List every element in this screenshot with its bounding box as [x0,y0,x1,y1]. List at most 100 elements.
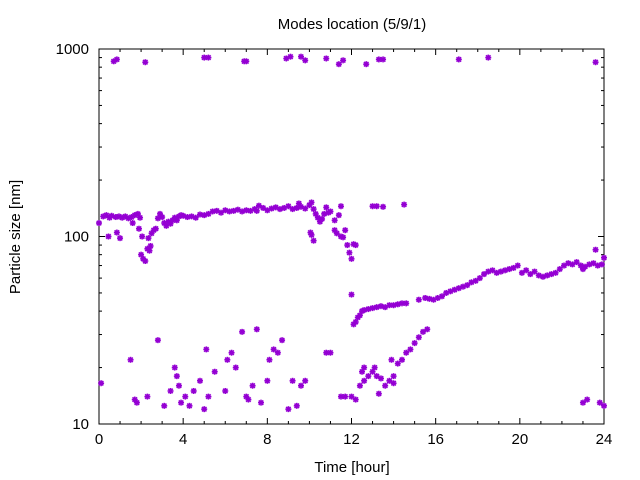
data-point [139,233,146,240]
data-point [184,214,191,221]
data-point [411,340,418,347]
data-point [205,210,212,217]
data-point [420,328,427,335]
data-point [113,56,120,63]
data-point [476,275,483,282]
x-axis-title: Time [hour] [314,459,389,476]
data-point [415,334,422,341]
data-point [407,346,414,353]
data-point [375,56,382,63]
data-point [348,393,355,400]
data-point [438,293,445,300]
data-point [472,277,479,284]
data-point [105,233,112,240]
data-point [253,207,260,214]
data-point [403,300,410,307]
data-point [274,349,281,356]
data-point [380,56,387,63]
y-tick-label: 10 [72,416,89,433]
data-point [601,402,607,409]
data-point [205,54,212,61]
x-tick-label: 24 [596,431,613,448]
data-point [377,375,384,382]
data-point [386,377,393,384]
data-point [260,204,267,211]
data-point [232,364,239,371]
data-point [161,402,168,409]
data-point [592,59,599,66]
data-point [523,267,530,274]
data-point [455,56,462,63]
data-point [348,291,355,298]
data-point [167,387,174,394]
data-point [518,269,525,276]
data-point [287,53,294,60]
data-point [424,326,431,333]
data-point [340,57,347,64]
data-point [592,246,599,253]
data-point [96,220,102,227]
data-point [352,396,359,403]
data-point [348,255,355,262]
data-point [464,282,471,289]
data-point [561,262,568,269]
data-point [228,349,235,356]
chart-title: Modes location (5/9/1) [278,16,426,33]
data-point [323,55,330,62]
data-point [394,360,401,367]
data-point [142,59,149,66]
x-tick-label: 4 [179,431,187,448]
data-point [361,364,368,371]
data-point [361,377,368,384]
data-point [556,266,563,273]
data-point [190,387,197,394]
x-axis: 0 4 8 12 16 20 24 [95,49,613,448]
data-point [145,235,152,242]
data-point [224,356,231,363]
data-point [253,326,260,333]
data-point [342,393,349,400]
data-point [302,377,309,384]
data-point [211,368,218,375]
data-point [327,349,334,356]
data-point [514,262,521,269]
data-point [346,249,353,256]
data-point [147,242,154,249]
data-point [129,220,136,227]
data-point [365,373,372,380]
data-point [142,258,149,265]
data-point [373,203,380,210]
data-point [579,266,586,273]
data-point [344,242,351,249]
data-point [289,377,296,384]
data-point [363,61,370,68]
data-point [279,337,286,344]
data-point [270,346,277,353]
data-point [342,227,349,234]
data-point [186,402,193,409]
data-point [573,259,580,266]
data-point [302,205,309,212]
data-point [352,318,359,325]
data-point [205,393,212,400]
data-point [401,201,408,208]
data-point [285,406,292,413]
data-point [584,396,591,403]
data-point [264,377,271,384]
data-point [510,264,517,271]
data-point [489,267,496,274]
data-point [175,382,182,389]
data-point [201,406,208,413]
data-point [598,261,605,268]
data-point [113,229,120,236]
data-point [323,349,330,356]
data-points [96,53,607,413]
data-point [298,382,304,389]
data-point [319,215,326,222]
data-point [173,373,180,380]
data-point [403,349,410,356]
data-point [266,356,273,363]
data-point [293,402,300,409]
data-point [117,235,124,242]
